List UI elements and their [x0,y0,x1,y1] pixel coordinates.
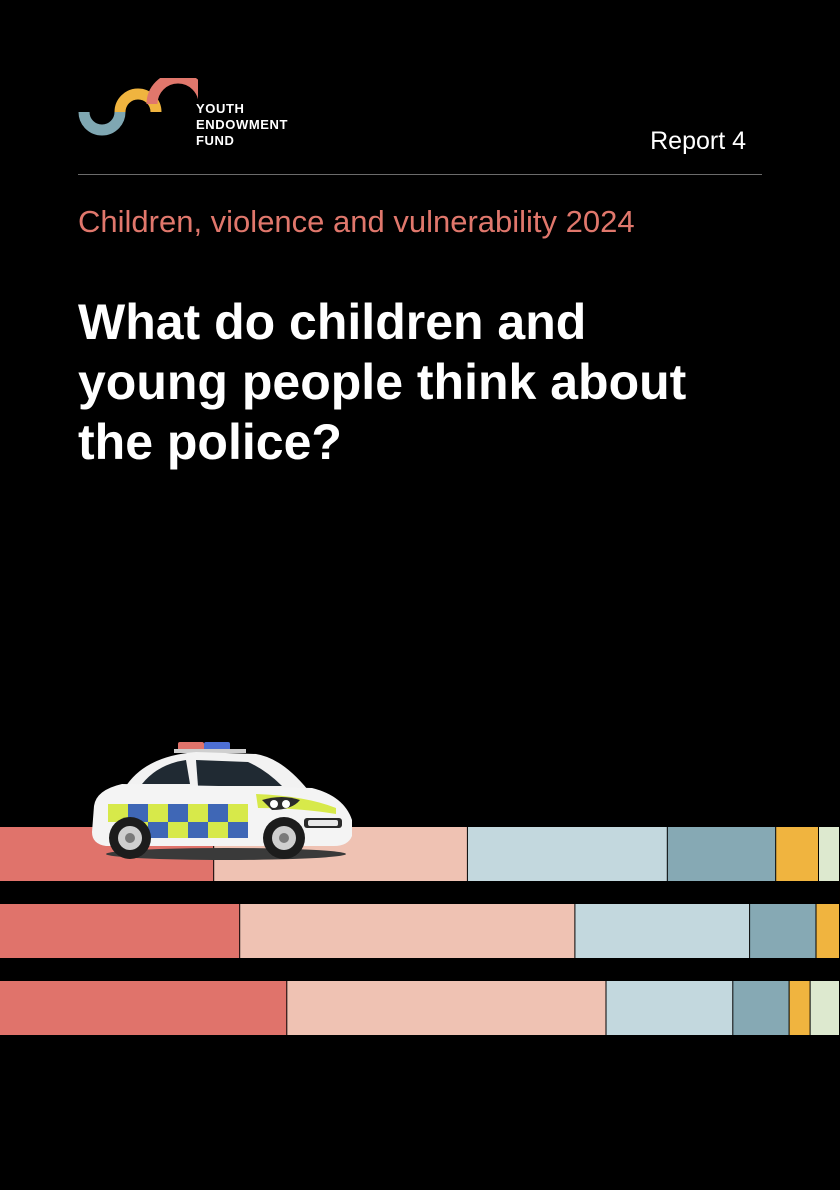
logo-wordmark: YOUTH ENDOWMENT FUND [196,101,288,149]
bar-3-segment-1 [0,981,287,1035]
report-number: Report 4 [650,127,746,155]
logo-line-2: ENDOWMENT [196,117,289,132]
bar-3-segment-4 [733,981,789,1035]
bar-3-segment-5 [789,981,810,1035]
bar-2-segment-1 [0,904,240,958]
bar-2-segment-5 [816,904,839,958]
bar-1-segment-6 [819,827,839,881]
series-title: Children, violence and vulnerability 202… [78,204,635,239]
bar-1-segment-4 [667,827,776,881]
yef-logo-icon [78,78,198,136]
bar-3-segment-3 [606,981,733,1035]
police-car-icon [92,742,352,860]
bar-1-segment-5 [776,827,818,881]
logo-line-1: YOUTH [196,101,245,116]
bar-3-segment-6 [810,981,839,1035]
bar-2-segment-3 [575,904,750,958]
bar-2-segment-4 [750,904,816,958]
logo-line-3: FUND [196,133,235,148]
bar-1-segment-3 [467,827,667,881]
page-title: What do children and young people think … [78,294,687,470]
bar-2-segment-2 [240,904,575,958]
bar-3-segment-2 [287,981,606,1035]
header-divider [78,174,762,175]
